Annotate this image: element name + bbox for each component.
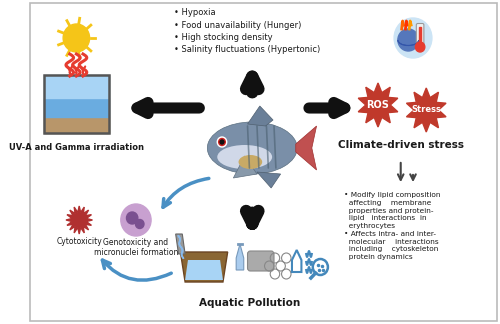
Polygon shape (406, 88, 446, 132)
Circle shape (218, 137, 226, 147)
Ellipse shape (238, 155, 262, 169)
Text: Stress: Stress (412, 106, 441, 114)
Bar (44, 75, 108, 98)
Circle shape (63, 24, 90, 52)
Polygon shape (296, 126, 316, 170)
Polygon shape (358, 83, 398, 127)
Text: Genotoxicity and
micronuclei formation: Genotoxicity and micronuclei formation (94, 238, 178, 257)
Circle shape (126, 212, 138, 224)
Text: Aquatic Pollution: Aquatic Pollution (199, 298, 300, 308)
Polygon shape (180, 252, 228, 282)
Polygon shape (257, 172, 280, 188)
Circle shape (394, 18, 432, 58)
Bar (44, 75, 108, 133)
Bar (44, 98, 108, 117)
Text: Climate-driven stress: Climate-driven stress (338, 140, 464, 150)
Circle shape (121, 204, 151, 236)
FancyBboxPatch shape (248, 251, 274, 271)
Ellipse shape (218, 145, 272, 169)
Polygon shape (234, 156, 257, 178)
Bar (44, 117, 108, 133)
Circle shape (220, 140, 224, 144)
Text: • Hypoxia
• Food unavailability (Hunger)
• High stocking density
• Salinity fluc: • Hypoxia • Food unavailability (Hunger)… (174, 8, 320, 54)
Circle shape (398, 29, 418, 51)
FancyBboxPatch shape (416, 24, 424, 47)
Polygon shape (236, 244, 244, 270)
Text: ROS: ROS (366, 100, 390, 110)
Circle shape (416, 42, 425, 52)
Circle shape (136, 219, 144, 228)
Polygon shape (185, 260, 223, 280)
Text: • Modify lipid composition
  affecting    membrane
  properties and protein-
  l: • Modify lipid composition affecting mem… (344, 192, 440, 260)
Polygon shape (248, 106, 273, 126)
Polygon shape (66, 206, 92, 234)
Ellipse shape (208, 122, 297, 174)
Circle shape (218, 138, 226, 145)
Polygon shape (176, 234, 185, 254)
Text: Cytotoxicity: Cytotoxicity (56, 237, 102, 246)
Bar (419, 27, 421, 45)
Text: UV-A and Gamma irradiation: UV-A and Gamma irradiation (9, 143, 144, 152)
